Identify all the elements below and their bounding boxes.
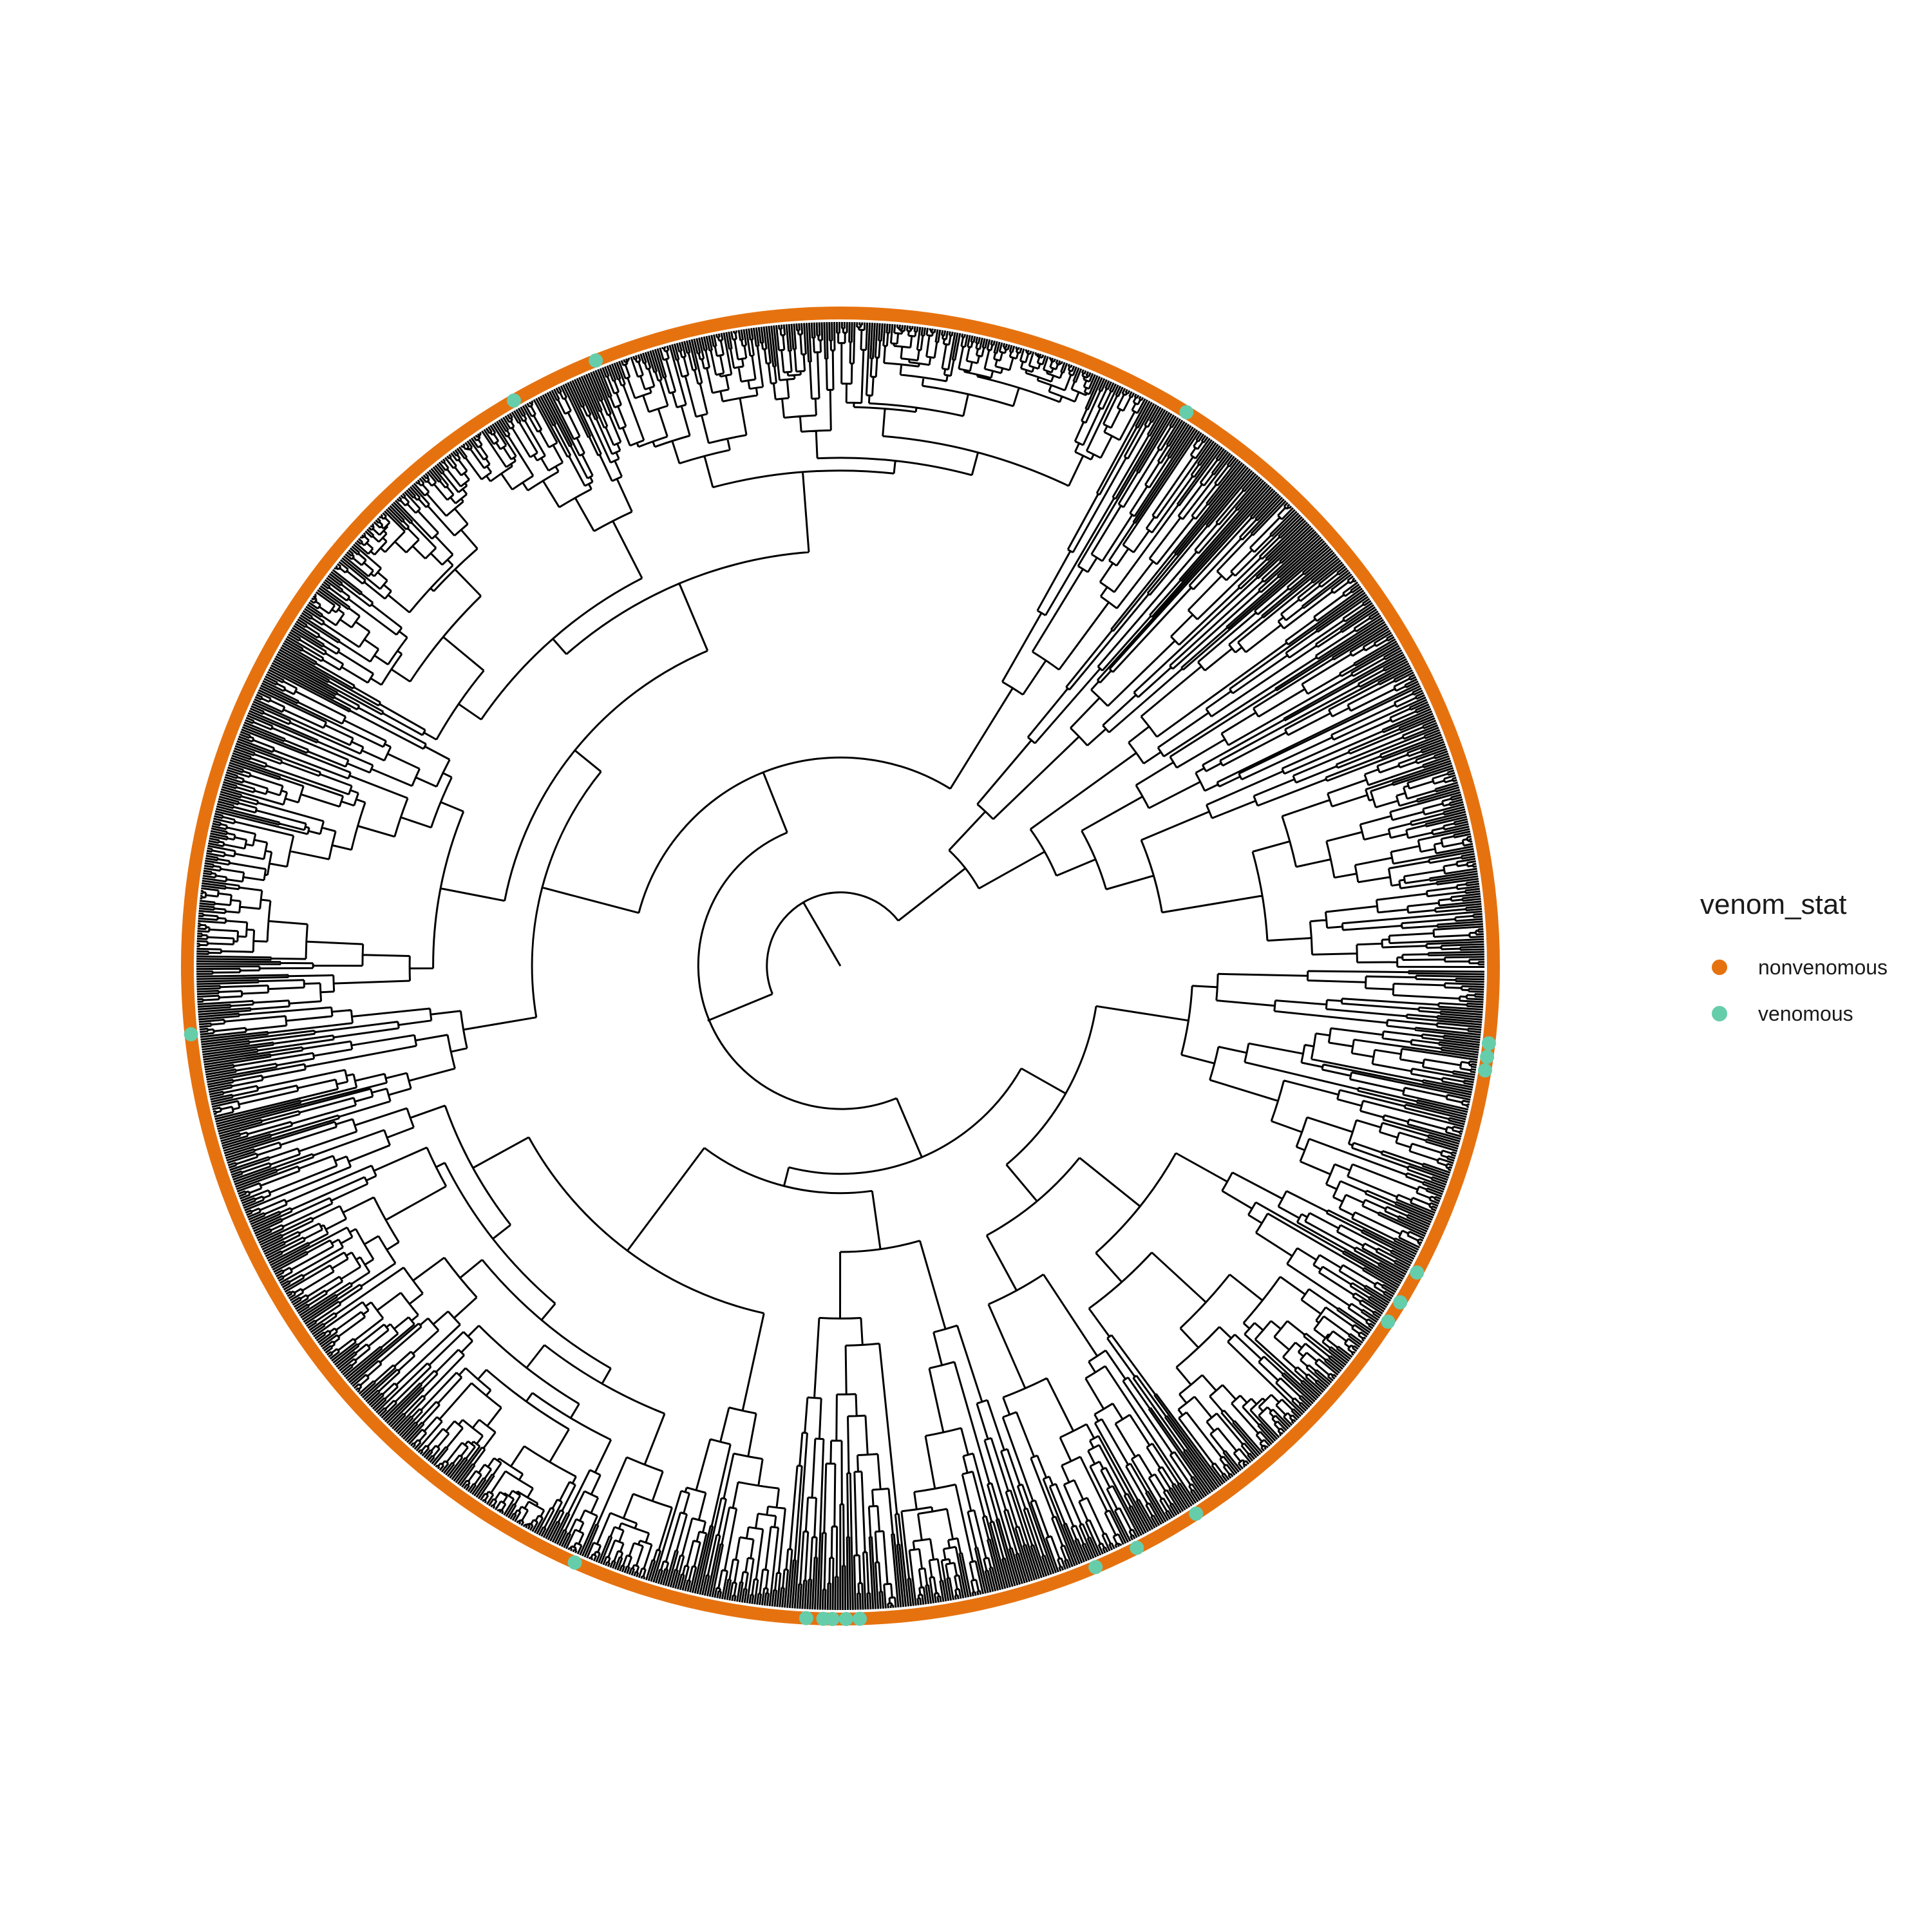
tree-branch-path xyxy=(196,321,1485,1611)
legend-label-venomous: venomous xyxy=(1758,1001,1853,1025)
legend-label-nonvenomous: nonvenomous xyxy=(1758,955,1888,979)
venomous-tip-marker xyxy=(1381,1314,1396,1329)
nonvenomous-key-icon xyxy=(1712,960,1727,975)
venomous-tip-marker xyxy=(567,1555,582,1570)
venomous-tip-marker xyxy=(1480,1050,1495,1065)
tip-markers xyxy=(181,307,1500,1626)
venomous-tip-marker xyxy=(184,1027,198,1041)
venomous-tip-marker xyxy=(1189,1506,1204,1521)
venomous-tip-marker xyxy=(1130,1540,1144,1555)
venomous-tip-marker xyxy=(799,1611,813,1625)
venomous-tip-marker xyxy=(1088,1560,1103,1575)
venomous-key-icon xyxy=(1712,1006,1727,1021)
venomous-tip-marker xyxy=(1478,1063,1492,1078)
venomous-tip-marker xyxy=(816,1611,831,1626)
venomous-tip-marker xyxy=(853,1611,867,1626)
tree-branches xyxy=(196,321,1485,1611)
venomous-tip-marker xyxy=(589,353,603,368)
venomous-tip-marker xyxy=(838,1612,853,1626)
venomous-tip-marker xyxy=(1179,405,1194,420)
legend-title: venom_stat xyxy=(1700,889,1847,920)
venomous-tip-marker xyxy=(507,393,521,408)
venomous-tip-marker xyxy=(1481,1036,1496,1051)
legend-item-nonvenomous: nonvenomous xyxy=(1700,944,1888,990)
legend-item-venomous: venomous xyxy=(1700,990,1888,1037)
venomous-tip-marker xyxy=(1410,1265,1425,1280)
legend: venom_stat nonvenomous venomous xyxy=(1700,889,1888,1037)
venomous-tip-marker xyxy=(1393,1295,1408,1310)
